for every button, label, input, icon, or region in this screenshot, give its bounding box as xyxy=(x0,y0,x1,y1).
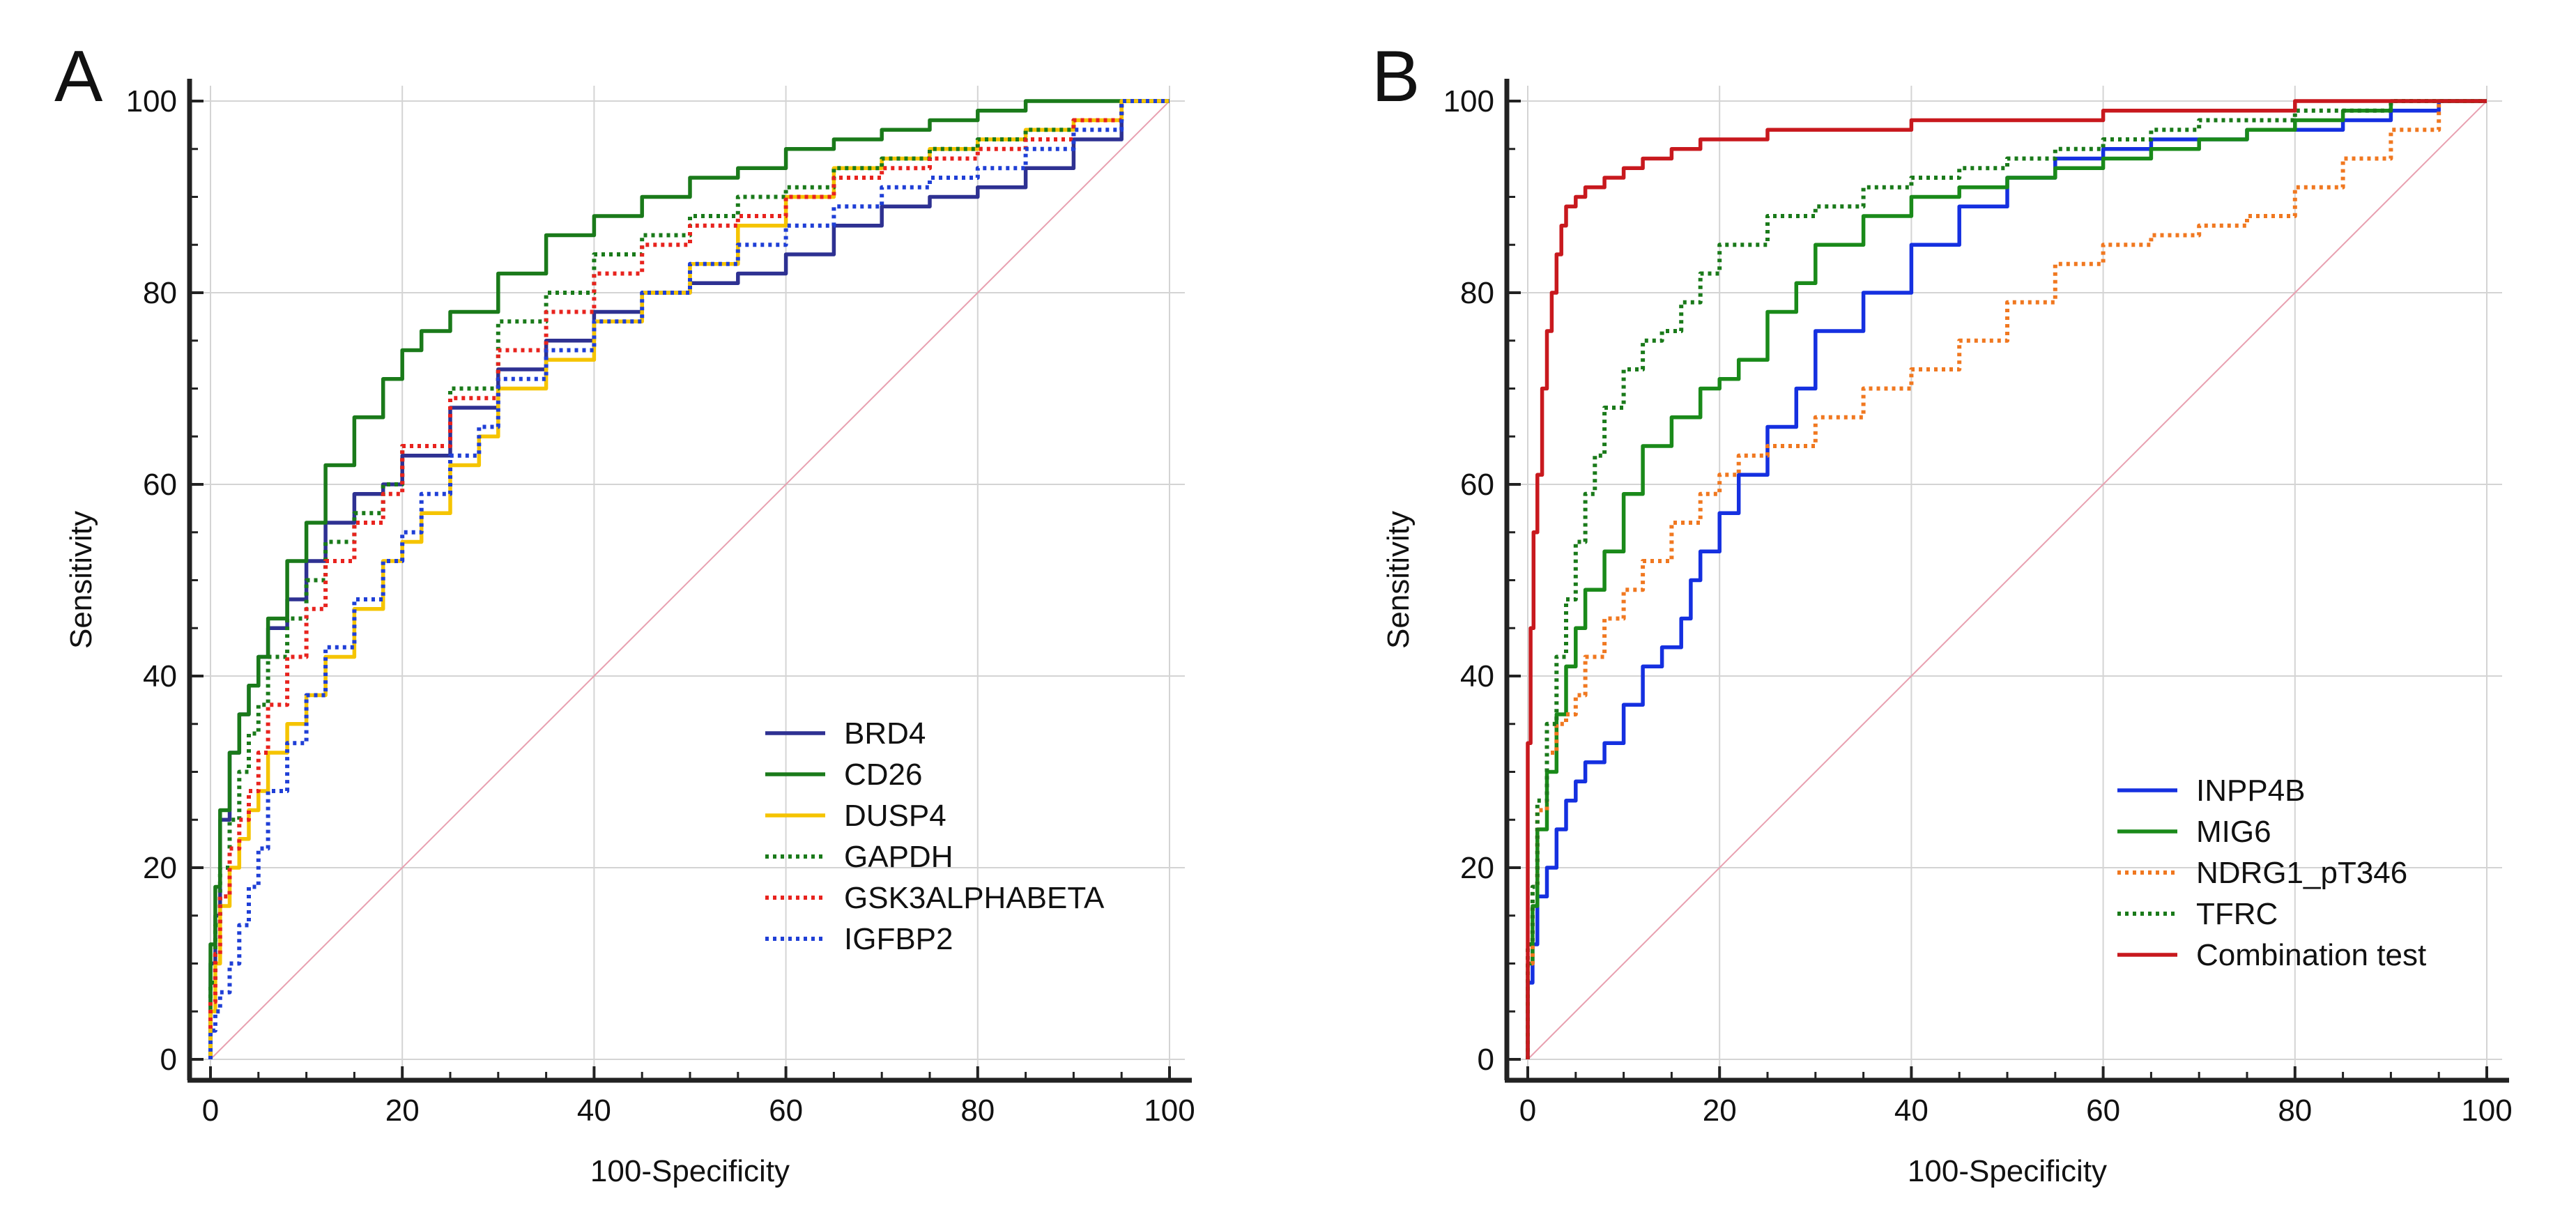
legend-label-a-1: CD26 xyxy=(844,758,923,792)
x-tick-label: 20 xyxy=(1703,1093,1737,1128)
panel-a-x-axis-title: 100-Specificity xyxy=(590,1154,790,1188)
panel-b-reference-line xyxy=(1527,100,2487,1060)
series-line-b-0 xyxy=(1526,99,2487,1059)
legend-label-b-1: MIG6 xyxy=(2196,815,2271,849)
panel-b-y-axis-title: Sensitivity xyxy=(1381,511,1416,649)
legend-label-a-2: DUSP4 xyxy=(844,799,946,833)
panel-a-reference-line xyxy=(210,100,1170,1060)
panel-a-legend: BRD4 CD26 DUSP4 GAPDH GSK3ALPHABETA IGFBP2 xyxy=(765,716,1105,956)
reference-diagonal xyxy=(210,100,1170,1060)
y-tick-label: 100 xyxy=(126,84,177,118)
panel-b-series xyxy=(1526,99,2487,1059)
series-line-b-3 xyxy=(1526,99,2487,1059)
y-tick-label: 80 xyxy=(1460,276,1494,310)
legend-label-b-4: Combination test xyxy=(2196,938,2426,972)
panel-b-axes: 0 20 40 60 80 100 0 20 40 60 80 100 xyxy=(1443,79,2513,1128)
panel-b-letter: B xyxy=(1372,36,1420,117)
y-tick-label: 40 xyxy=(1460,659,1494,693)
y-tick-label: 80 xyxy=(143,276,177,310)
x-tick-label: 80 xyxy=(960,1093,995,1128)
legend-label-a-4: GSK3ALPHABETA xyxy=(844,881,1105,915)
x-tick-label: 100 xyxy=(1144,1093,1195,1128)
x-tick-label: 0 xyxy=(1519,1093,1536,1128)
y-tick-label: 0 xyxy=(160,1043,177,1077)
panel-b-x-axis-title: 100-Specificity xyxy=(1908,1154,2107,1188)
series-line-b-4 xyxy=(1526,99,2487,1059)
x-tick-label: 40 xyxy=(577,1093,611,1128)
legend-label-b-3: TFRC xyxy=(2196,897,2278,931)
y-tick-label: 20 xyxy=(1460,851,1494,885)
series-line-a-5 xyxy=(208,99,1170,1059)
panel-b: B 0 20 40 60 80 100 0 20 40 60 80 100 INPP4B MIG6 NDR… xyxy=(1372,36,2513,1188)
legend-label-a-5: IGFBP2 xyxy=(844,922,953,956)
series-line-a-3 xyxy=(208,99,1170,1059)
y-tick-label: 20 xyxy=(143,851,177,885)
x-tick-label: 100 xyxy=(2461,1093,2512,1128)
panel-b-legend: INPP4B MIG6 NDRG1_pT346 TFRC Combination tes… xyxy=(2117,774,2426,972)
legend-label-a-3: GAPDH xyxy=(844,840,953,874)
series-line-a-1 xyxy=(208,99,1170,1059)
series-line-b-1 xyxy=(1526,99,2487,1059)
x-tick-label: 20 xyxy=(385,1093,420,1128)
panel-a-letter: A xyxy=(54,36,103,117)
panel-a-grid xyxy=(195,86,1185,1075)
x-tick-label: 40 xyxy=(1894,1093,1929,1128)
panel-a: A 0 20 40 60 80 100 0 20 40 60 80 100 BRD4 CD26 DUSP4… xyxy=(54,36,1195,1188)
series-line-b-2 xyxy=(1526,99,2487,1059)
panel-a-axes: 0 20 40 60 80 100 0 20 40 60 80 100 xyxy=(126,79,1195,1128)
panel-a-series xyxy=(208,99,1170,1059)
legend-label-b-0: INPP4B xyxy=(2196,774,2306,808)
x-tick-label: 60 xyxy=(769,1093,803,1128)
y-tick-label: 100 xyxy=(1443,84,1494,118)
legend-label-b-2: NDRG1_pT346 xyxy=(2196,856,2407,890)
x-tick-label: 0 xyxy=(202,1093,219,1128)
y-tick-label: 0 xyxy=(1478,1043,1494,1077)
x-tick-label: 80 xyxy=(2278,1093,2312,1128)
legend-label-a-0: BRD4 xyxy=(844,716,926,751)
y-tick-label: 60 xyxy=(1460,468,1494,502)
y-tick-label: 60 xyxy=(143,468,177,502)
y-tick-label: 40 xyxy=(143,659,177,693)
panel-a-y-axis-title: Sensitivity xyxy=(64,511,98,649)
x-tick-label: 60 xyxy=(2086,1093,2120,1128)
reference-diagonal xyxy=(1527,100,2487,1060)
